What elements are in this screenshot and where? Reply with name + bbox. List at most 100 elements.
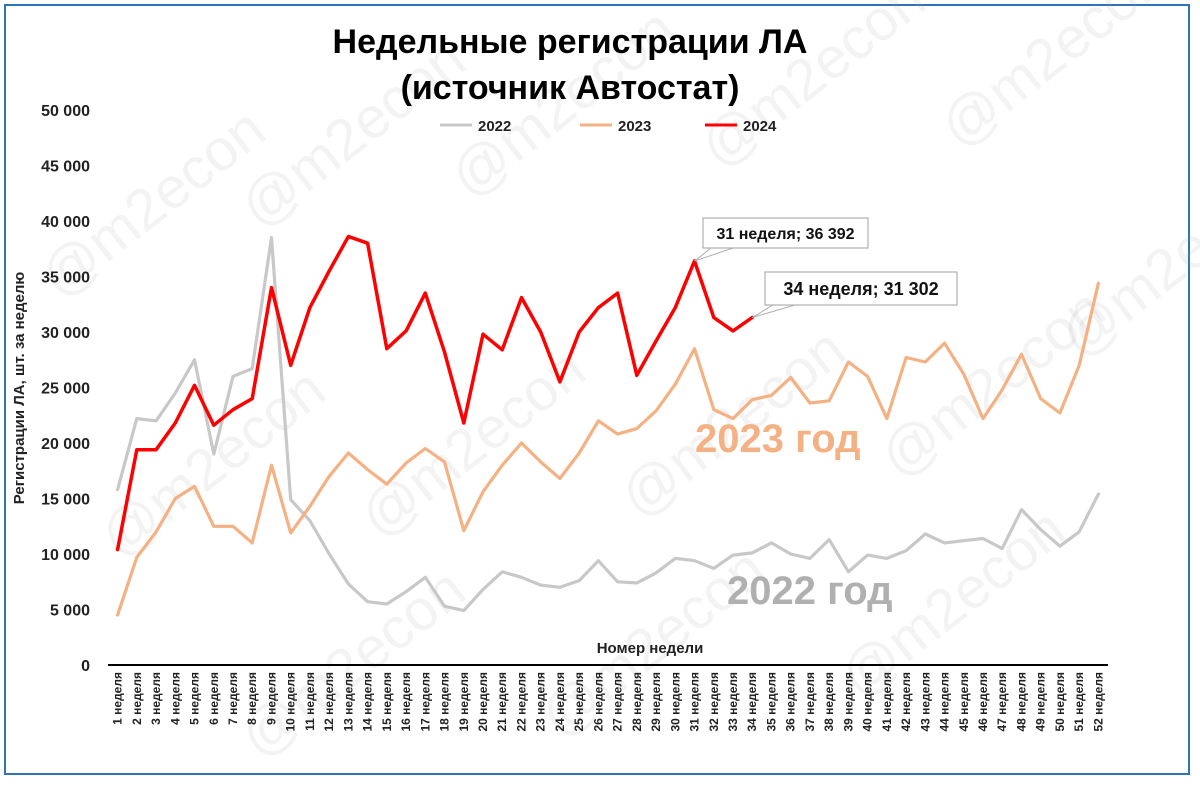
x-tick-label: 6 неделя: [207, 672, 221, 725]
data-point-2024: [270, 286, 273, 289]
y-tick-label: 15 000: [41, 492, 90, 509]
data-point-2023: [1001, 388, 1004, 391]
y-tick-label: 20 000: [41, 436, 90, 453]
data-point-2024: [232, 408, 234, 411]
data-callout: 31 неделя; 36 392: [694, 217, 869, 262]
data-point-2022: [828, 538, 830, 541]
x-axis-title: Номер недели: [597, 640, 704, 657]
data-point-2022: [789, 553, 792, 555]
data-point-2023: [328, 475, 330, 478]
data-point-2023: [886, 417, 888, 420]
data-point-2022: [559, 586, 561, 589]
x-tick-label: 10 неделя: [284, 672, 298, 732]
data-point-2024: [366, 242, 369, 244]
data-point-2023: [866, 375, 869, 378]
data-point-2024: [116, 548, 119, 551]
data-point-2022: [770, 542, 773, 544]
data-point-2023: [116, 614, 119, 616]
data-point-2023: [559, 477, 561, 480]
data-point-2022: [578, 579, 580, 582]
x-tick-label: 20 неделя: [476, 672, 490, 732]
data-point-2023: [828, 400, 830, 402]
data-point-2023: [443, 461, 446, 463]
data-point-2024: [636, 374, 638, 377]
y-tick-label: 45 000: [41, 159, 90, 176]
axes: 0 5 000 10 000 15 000 20 000 25 000 30 000 35 0…: [11, 103, 1108, 732]
x-tick-label: 51 неделя: [1072, 672, 1086, 732]
x-tick-label: 37 неделя: [803, 672, 817, 732]
data-point-2024: [616, 292, 619, 294]
x-tick-label: 45 неделя: [957, 672, 971, 732]
data-point-2022: [424, 576, 427, 579]
x-tick-label: 15 неделя: [380, 672, 394, 732]
data-point-2022: [386, 603, 388, 605]
x-tick-label: 11 неделя: [303, 672, 317, 731]
data-point-2024: [501, 348, 504, 351]
y-tick-label: 40 000: [41, 214, 90, 231]
data-point-2022: [1078, 531, 1080, 533]
callout-label: 34 неделя; 31 302: [783, 279, 938, 299]
data-point-2024: [193, 384, 196, 387]
y-tick-label: 30 000: [41, 325, 90, 342]
y-axis-title: Регистрации ЛА, шт. за неделю: [11, 272, 28, 505]
data-point-2023: [770, 394, 773, 397]
data-point-2022: [309, 519, 311, 522]
data-point-2024: [597, 306, 600, 309]
data-point-2022: [905, 549, 907, 552]
data-point-2023: [1097, 282, 1100, 284]
series-big-label: 2022 год: [727, 569, 893, 613]
data-point-2022: [539, 584, 542, 586]
data-point-2022: [193, 358, 196, 361]
data-point-2022: [1059, 545, 1061, 548]
data-point-2023: [655, 410, 657, 412]
callout-pointer: [694, 247, 734, 262]
data-point-2023: [289, 532, 292, 534]
series-line-2024: [115, 234, 754, 552]
data-point-2023: [462, 529, 465, 532]
callout-box: [764, 271, 958, 306]
data-point-2023: [174, 497, 177, 500]
x-tick-label: 23 неделя: [534, 672, 548, 732]
x-tick-label: 31 неделя: [688, 672, 702, 732]
callout-box: [702, 217, 869, 249]
data-point-2022: [943, 542, 946, 544]
data-callout: 34 неделя; 31 302: [751, 271, 958, 319]
x-tick-label: 12 неделя: [322, 672, 336, 732]
data-point-2023: [809, 402, 811, 404]
data-point-2022: [924, 533, 927, 535]
data-point-2024: [424, 292, 427, 294]
data-point-2023: [424, 447, 427, 450]
x-tick-label: 44 неделя: [938, 672, 952, 732]
x-tick-label: 42 неделя: [899, 672, 913, 732]
data-point-2023: [347, 452, 350, 454]
data-point-2023: [789, 376, 792, 379]
series-line-2023: [115, 281, 1101, 617]
data-point-2023: [847, 361, 850, 363]
x-tick-label: 8 неделя: [245, 672, 259, 725]
data-point-2022: [443, 605, 446, 607]
x-tick-label: 22 неделя: [514, 672, 528, 732]
data-point-2023: [943, 342, 946, 344]
x-tick-label: 2 неделя: [130, 672, 144, 725]
legend-label: 2022: [478, 118, 511, 135]
data-point-2024: [578, 331, 580, 333]
data-point-2022: [289, 498, 292, 501]
data-point-2023: [193, 485, 196, 488]
data-point-2024: [482, 333, 484, 336]
data-point-2024: [328, 270, 330, 272]
data-point-2022: [251, 367, 254, 370]
data-point-2024: [712, 316, 715, 319]
x-tick-label: 18 неделя: [438, 672, 452, 732]
data-point-2022: [212, 453, 215, 455]
data-point-2023: [155, 531, 157, 533]
data-point-2023: [1039, 397, 1042, 400]
data-point-2023: [539, 461, 542, 463]
data-point-2023: [693, 347, 696, 350]
chart-title-line: (источник Автостат): [401, 69, 740, 107]
x-tick-label: 26 неделя: [591, 672, 605, 732]
y-tick-label: 35 000: [41, 270, 90, 287]
x-tick-label: 9 неделя: [264, 672, 278, 725]
x-tick-label: 5 неделя: [188, 672, 202, 725]
x-tick-label: 32 неделя: [707, 672, 721, 732]
data-point-2023: [636, 427, 638, 430]
